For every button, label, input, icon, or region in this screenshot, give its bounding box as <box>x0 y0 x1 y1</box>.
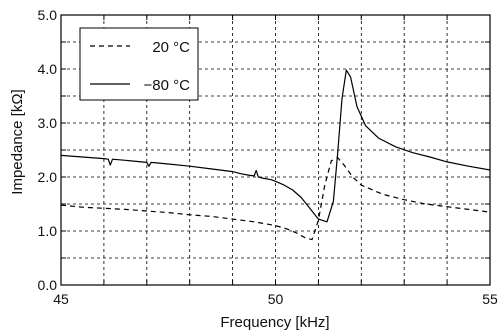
y-axis-label: Impedance [kΩ] <box>9 89 26 194</box>
legend-label-minus80c: −80 °C <box>144 77 191 94</box>
x-tick-label: 45 <box>53 291 69 307</box>
legend: 20 °C −80 °C <box>79 27 199 101</box>
x-tick-label: 55 <box>482 291 498 307</box>
y-tick-label: 5.0 <box>38 7 58 23</box>
y-tick-label: 1.0 <box>38 223 58 239</box>
y-tick-label: 0.0 <box>38 277 58 293</box>
y-tick-label: 3.0 <box>38 115 58 131</box>
legend-label-20c: 20 °C <box>152 39 190 56</box>
y-tick-label: 2.0 <box>38 169 58 185</box>
legend-box <box>79 27 199 101</box>
x-tick-label: 50 <box>268 291 284 307</box>
series-line-0 <box>60 157 491 241</box>
series-line-1 <box>60 69 491 223</box>
series-layer <box>60 69 491 241</box>
tick-layer: 45 50 55 0.0 1.0 2.0 3.0 4.0 5.0 <box>38 7 498 307</box>
x-axis-label: Frequency [kHz] <box>220 314 329 331</box>
y-tick-label: 4.0 <box>38 61 58 77</box>
